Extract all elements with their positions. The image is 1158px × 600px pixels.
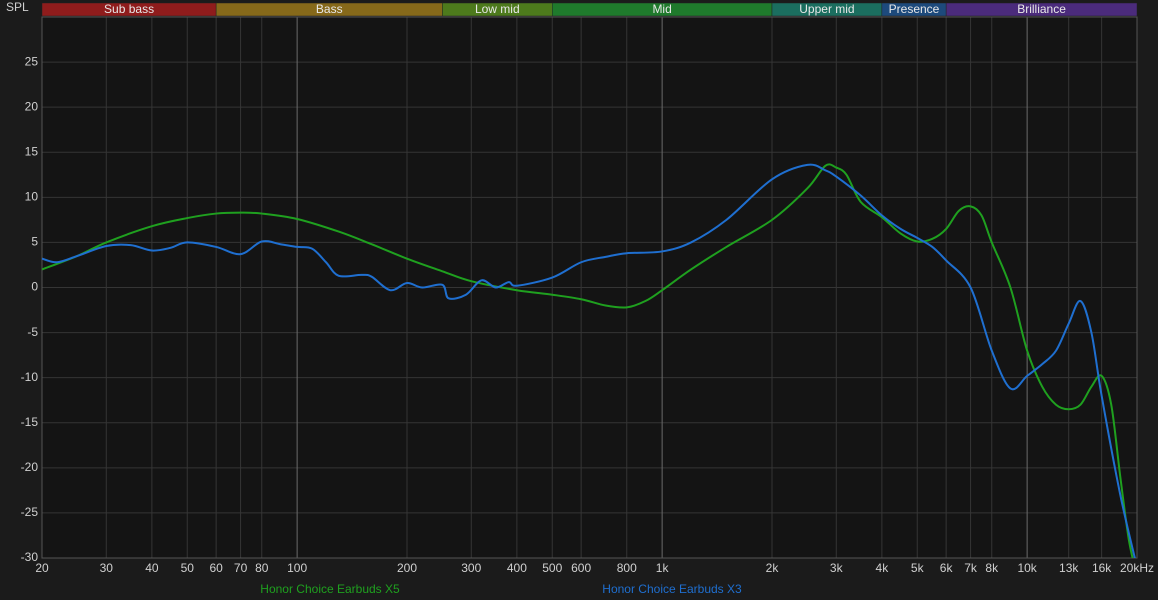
y-tick-label: 20 [25, 99, 39, 113]
band-label: Mid [652, 2, 671, 16]
curves [42, 163, 1136, 558]
x-tick-label: 10k [1017, 561, 1037, 575]
x-tick-label: 40 [145, 561, 159, 575]
band-label: Sub bass [104, 2, 154, 16]
band-label: Bass [316, 2, 343, 16]
x-tick-label: 7k [964, 561, 978, 575]
line [42, 163, 1136, 558]
y-tick-label: -10 [21, 370, 39, 384]
legend-entry: Honor Choice Earbuds X3 [602, 582, 742, 596]
y-tick-label: -20 [21, 460, 39, 474]
band [945, 2, 1138, 17]
y-tick-label: -5 [27, 325, 38, 339]
x-tick-label: 5k [911, 561, 925, 575]
x-tick-label: 600 [571, 561, 591, 575]
y-tick-label: -30 [21, 550, 39, 564]
x-tick-label: 50 [181, 561, 195, 575]
plot-border [41, 16, 1138, 559]
x-tick-label: 13k [1059, 561, 1079, 575]
x-tick-label: 4k [876, 561, 890, 575]
x-tick-label: 3k [830, 561, 844, 575]
y-tick-label: 10 [25, 190, 39, 204]
line [42, 163, 1134, 558]
legend-entry: Honor Choice Earbuds X5 [260, 582, 400, 596]
x-tick-label: 1k [656, 561, 670, 575]
x-tick-label: 300 [461, 561, 481, 575]
x-tick-label: 60 [209, 561, 223, 575]
y-tick-label: 5 [31, 235, 38, 249]
x-tick-label: 30 [100, 561, 114, 575]
band-label: Low mid [475, 2, 520, 16]
x-tick-label: 16k [1092, 561, 1112, 575]
x-tick-label: 800 [617, 561, 637, 575]
x-tick-label: 20 [35, 561, 49, 575]
x-tick-label: 20kHz [1120, 561, 1154, 575]
band-label: Upper mid [799, 2, 854, 16]
y-tick-label: 25 [25, 54, 39, 68]
x-tick-label: 500 [542, 561, 562, 575]
x-tick-label: 200 [397, 561, 417, 575]
x-tick-label: 8k [985, 561, 999, 575]
y-tick-label: -25 [21, 505, 39, 519]
x-tick-label: 2k [766, 561, 780, 575]
band-label: Brilliance [1017, 2, 1066, 16]
x-tick-label: 70 [234, 561, 248, 575]
x-tick-label: 80 [255, 561, 269, 575]
x-tick-label: 400 [507, 561, 527, 575]
y-tick-label: 15 [25, 144, 39, 158]
x-tick-label: 6k [940, 561, 954, 575]
y-tick-label: 0 [31, 280, 38, 294]
x-tick-label: 100 [287, 561, 307, 575]
y-tick-label: -15 [21, 415, 39, 429]
band-label: Presence [889, 2, 940, 16]
y-axis-label: SPL [6, 0, 29, 14]
